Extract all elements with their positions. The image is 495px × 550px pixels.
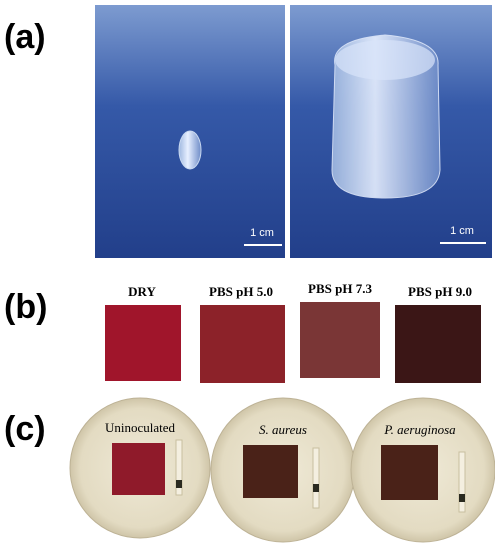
sample	[105, 305, 181, 381]
scale-label: 1 cm	[450, 225, 474, 237]
indicator-strip	[312, 447, 320, 509]
indicator-strip	[176, 480, 182, 488]
sample	[381, 445, 438, 500]
plate-label: Uninoculated	[105, 420, 176, 435]
plate-label: P. aeruginosa	[383, 422, 456, 437]
indicator-strip	[313, 484, 319, 492]
indicator-strip	[458, 451, 466, 513]
hydrogel-top	[335, 40, 435, 80]
panel-label: (c)	[4, 410, 46, 448]
sample-label: PBS pH 5.0	[209, 284, 273, 299]
hydrogel	[178, 130, 202, 170]
sample-label: PBS pH 9.0	[408, 284, 472, 299]
sample-label: DRY	[128, 284, 156, 299]
plate-label: S. aureus	[259, 422, 307, 437]
sample	[200, 305, 285, 383]
sample	[395, 305, 481, 383]
sample	[112, 443, 165, 495]
sample-label: PBS pH 7.3	[308, 281, 372, 296]
scale-label: 1 cm	[250, 227, 274, 239]
indicator-strip	[459, 494, 465, 502]
indicator-strip	[175, 439, 183, 496]
sample	[243, 445, 298, 498]
sample	[300, 302, 380, 378]
panel-label: (b)	[4, 288, 47, 326]
panel-label: (a)	[4, 18, 46, 56]
